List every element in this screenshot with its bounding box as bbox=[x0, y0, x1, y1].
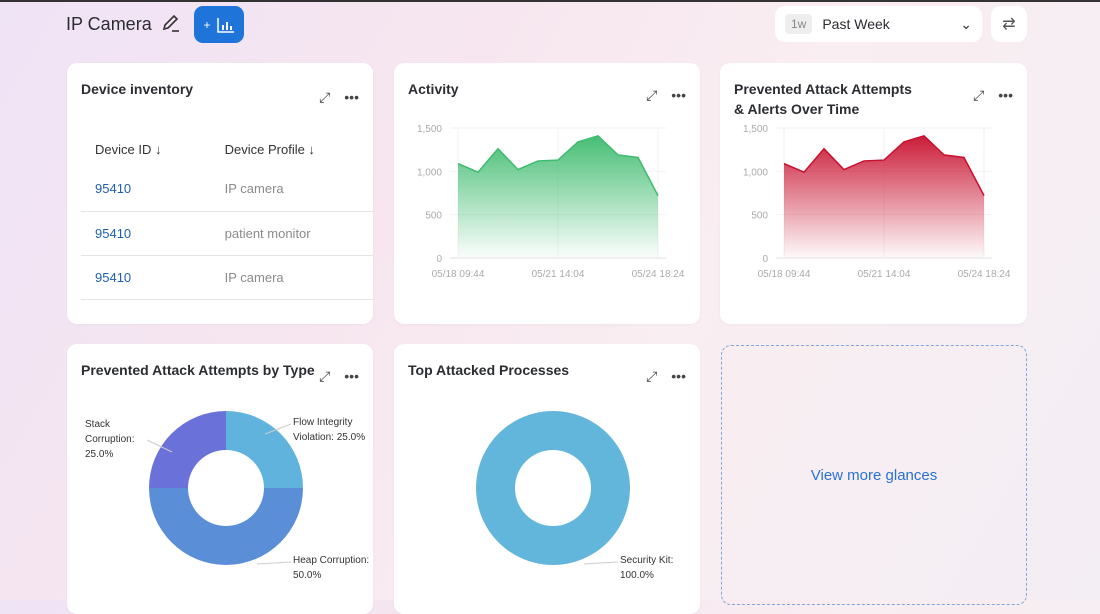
y-tick-label: 1,500 bbox=[417, 124, 442, 135]
slice-label: Flow Integrity bbox=[293, 417, 352, 428]
expand-icon[interactable]: ⤢ bbox=[319, 89, 331, 105]
view-more-label: View more glances bbox=[810, 466, 938, 484]
card-title: Prevented Attack Attempts by Type bbox=[81, 362, 315, 378]
expand-icon[interactable]: ⤢ bbox=[973, 87, 985, 103]
card-title: Prevented Attack Attempts & Alerts Over T… bbox=[734, 79, 912, 119]
swap-icon[interactable]: ⇄ bbox=[991, 6, 1027, 42]
device-profile: patient monitor bbox=[210, 211, 373, 256]
leader-line bbox=[256, 561, 292, 565]
edit-pencil-icon[interactable] bbox=[160, 12, 182, 34]
more-options-icon[interactable]: ••• bbox=[671, 87, 686, 103]
table-row[interactable]: 95410 patient monitor bbox=[81, 211, 373, 256]
device-id-link[interactable]: 95410 bbox=[81, 255, 211, 300]
card-title: Top Attacked Processes bbox=[408, 362, 570, 378]
card-title: Device inventory bbox=[81, 81, 194, 97]
slice-label: Heap Corruption: bbox=[293, 555, 369, 566]
device-profile: IP camera bbox=[210, 167, 373, 212]
expand-icon[interactable]: ⤢ bbox=[319, 368, 331, 384]
card-title: Activity bbox=[408, 81, 459, 97]
title-line-1: Prevented Attack Attempts bbox=[734, 81, 912, 97]
x-tick-label: 05/24 18:24 bbox=[632, 269, 685, 280]
y-tick-label: 1,000 bbox=[417, 167, 442, 178]
prevented-over-time-card: Prevented Attack Attempts & Alerts Over T… bbox=[720, 63, 1027, 324]
donut-slice bbox=[149, 411, 226, 488]
page-title: IP Camera bbox=[66, 14, 152, 34]
title-line-2: & Alerts Over Time bbox=[734, 101, 860, 117]
activity-area-chart: 0 500 1,000 1,500 05/18 09:44 05/21 14:04 05/2… bbox=[417, 124, 685, 280]
attempts-by-type-card: Prevented Attack Attempts by Type ⤢ ••• F… bbox=[67, 344, 373, 614]
y-tick-label: 500 bbox=[425, 211, 442, 222]
activity-card: Activity ⤢ ••• 0 500 1,000 1,500 05/18 09:44 0… bbox=[394, 63, 700, 324]
prevented-area-chart: 0 500 1,000 1,500 05/18 09:44 05/21 14:04 05/2… bbox=[743, 124, 1011, 280]
add-chart-button[interactable]: + bbox=[194, 6, 244, 43]
table-row[interactable]: 95410 IP camera bbox=[81, 255, 373, 300]
device-id-link[interactable]: 95410 bbox=[81, 167, 211, 212]
view-more-glances-button[interactable]: View more glances bbox=[721, 345, 1027, 605]
slice-label: 25.0% bbox=[85, 449, 113, 460]
y-tick-label: 1,500 bbox=[743, 124, 768, 135]
expand-icon[interactable]: ⤢ bbox=[646, 368, 658, 384]
x-tick-label: 05/21 14:04 bbox=[532, 269, 585, 280]
donut-slice bbox=[149, 488, 303, 565]
slice-label: Security Kit: bbox=[620, 555, 673, 566]
more-options-icon[interactable]: ••• bbox=[998, 87, 1013, 103]
chevron-down-icon: ⌄ bbox=[960, 15, 972, 32]
top-processes-card: Top Attacked Processes ⤢ ••• Security Kit… bbox=[394, 344, 700, 614]
device-id-link[interactable]: 95410 bbox=[81, 211, 211, 256]
donut-slice bbox=[475, 411, 630, 565]
device-table: Device ID ↓ Device Profile ↓ 95410 IP came… bbox=[81, 135, 373, 300]
area-fill bbox=[784, 135, 984, 258]
device-inventory-card: Device inventory ⤢ ••• Device ID ↓ Device … bbox=[67, 63, 373, 324]
slice-label: Stack bbox=[85, 419, 111, 430]
bar-chart-icon bbox=[216, 17, 234, 33]
x-tick-label: 05/18 09:44 bbox=[432, 269, 485, 280]
slice-label: 100.0% bbox=[620, 570, 654, 581]
window-top-edge bbox=[0, 0, 1100, 2]
attempts-by-type-donut: Flow Integrity Violation: 25.0% Heap Corru… bbox=[85, 411, 369, 581]
slice-label: Corruption: bbox=[85, 434, 134, 445]
leader-line bbox=[146, 439, 173, 453]
x-tick-label: 05/21 14:04 bbox=[858, 269, 911, 280]
more-options-icon[interactable]: ••• bbox=[344, 89, 359, 105]
device-profile: IP camera bbox=[210, 255, 373, 300]
area-fill bbox=[458, 135, 658, 258]
y-tick-label: 0 bbox=[762, 254, 768, 265]
series-line bbox=[457, 134, 659, 196]
range-value: Past Week bbox=[822, 16, 890, 32]
donut-slice bbox=[226, 411, 303, 488]
y-tick-label: 1,000 bbox=[743, 167, 768, 178]
more-options-icon[interactable]: ••• bbox=[344, 368, 359, 384]
column-header-device-id[interactable]: Device ID ↓ bbox=[95, 142, 162, 157]
range-badge: 1w bbox=[785, 14, 813, 34]
y-tick-label: 500 bbox=[751, 211, 768, 222]
time-range-select[interactable]: 1w Past Week ⌄ bbox=[775, 6, 982, 42]
x-tick-label: 05/18 09:44 bbox=[758, 269, 811, 280]
slice-label: 50.0% bbox=[293, 570, 321, 581]
y-tick-label: 0 bbox=[436, 254, 442, 265]
leader-line bbox=[264, 423, 292, 435]
expand-icon[interactable]: ⤢ bbox=[646, 87, 658, 103]
more-options-icon[interactable]: ••• bbox=[671, 368, 686, 384]
x-tick-label: 05/24 18:24 bbox=[958, 269, 1011, 280]
leader-line bbox=[583, 561, 619, 565]
table-row[interactable]: 95410 IP camera bbox=[81, 167, 373, 212]
slice-label: Violation: 25.0% bbox=[293, 432, 365, 443]
top-processes-donut: Security Kit: 100.0% bbox=[475, 411, 673, 581]
add-label: + bbox=[203, 17, 211, 32]
column-header-device-profile[interactable]: Device Profile ↓ bbox=[224, 142, 315, 157]
series-line bbox=[783, 134, 985, 196]
